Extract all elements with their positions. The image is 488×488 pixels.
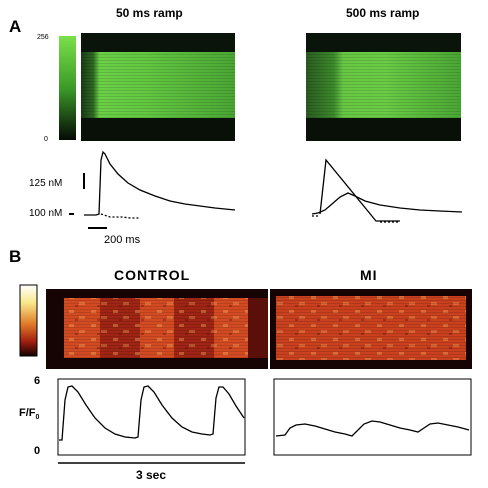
y-axis-label-main: F/F (19, 407, 36, 419)
header-500ms-ramp: 500 ms ramp (346, 6, 420, 20)
y-axis-label-sub: 0 (35, 414, 40, 422)
time-scale-200ms-label: 200 ms (104, 234, 141, 246)
scale-100nm-label: 100 nM (29, 208, 63, 219)
ramp-500ms (319, 158, 400, 222)
trace-500ms (311, 192, 463, 215)
linescan-mi (270, 289, 472, 369)
trace-50ms (84, 150, 236, 216)
trace-mi (275, 420, 470, 437)
linescan-50ms (81, 33, 235, 141)
panel-b-letter: B (9, 247, 22, 266)
scale-125nm-label: 125 nM (29, 178, 63, 189)
trace-control (59, 385, 245, 441)
colorbar-min-label: 0 (44, 136, 48, 143)
y-tick-6: 6 (34, 375, 41, 387)
header-mi: MI (360, 267, 378, 283)
heat-colorbar (19, 284, 38, 357)
panel-a-letter: A (9, 17, 22, 36)
mi-trace-box (273, 378, 472, 456)
control-trace-box (57, 378, 246, 456)
linescan-500ms (306, 33, 461, 141)
calcium-traces-a (69, 150, 463, 229)
y-axis-label: F/F0 (19, 408, 39, 423)
header-50ms-ramp: 50 ms ramp (116, 6, 183, 20)
fluorescence-traces-b (57, 378, 472, 464)
linescan-control (46, 289, 268, 369)
green-colorbar (59, 36, 76, 140)
y-tick-0: 0 (34, 445, 41, 457)
time-scale-3sec-label: 3 sec (136, 468, 167, 482)
ramp-50ms (100, 213, 140, 219)
colorbar-max-label: 256 (37, 34, 49, 41)
header-control: CONTROL (114, 267, 191, 283)
